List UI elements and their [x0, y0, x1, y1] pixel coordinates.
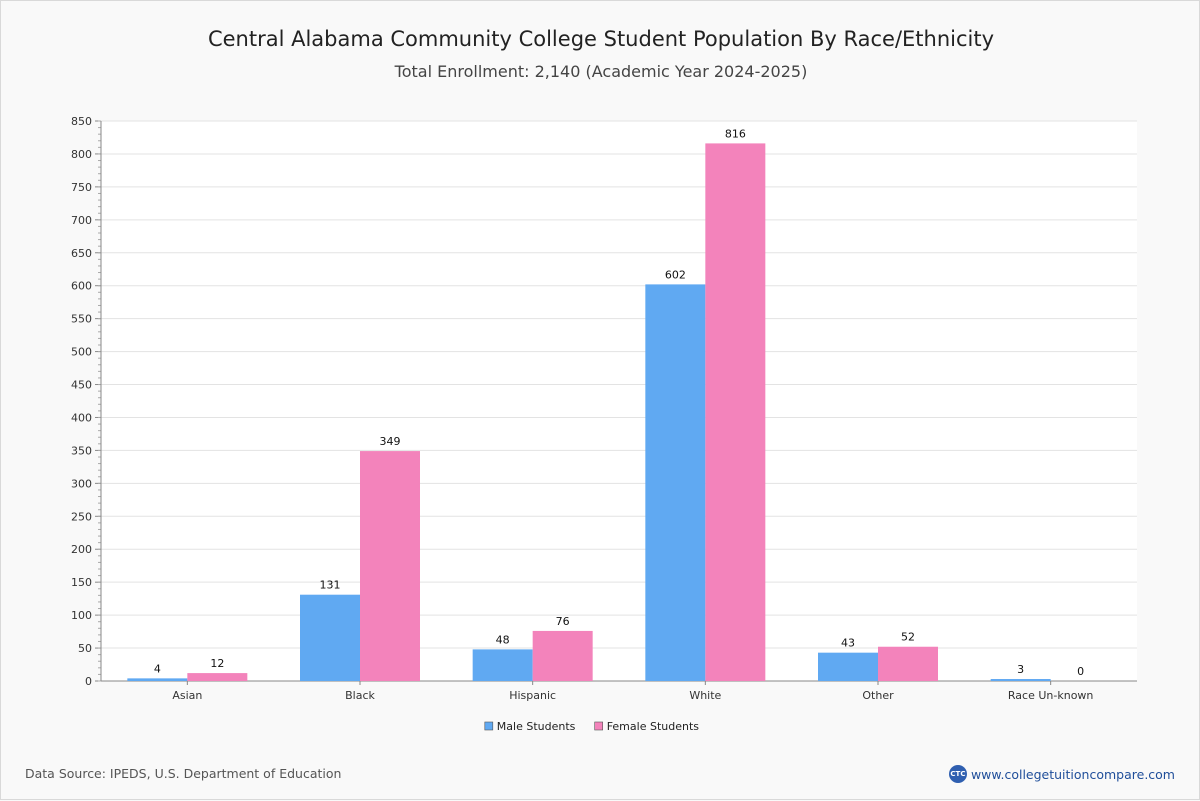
- value-label: 52: [901, 631, 915, 644]
- bar-1-3: [705, 143, 766, 681]
- y-tick-label: 100: [71, 609, 92, 622]
- brand-url: www.collegetuitioncompare.com: [970, 766, 1175, 782]
- value-label: 602: [665, 268, 686, 281]
- x-tick-label: Black: [345, 689, 375, 702]
- value-label: 816: [725, 127, 746, 140]
- x-tick-label: Asian: [172, 689, 202, 702]
- y-tick-label: 50: [78, 642, 92, 655]
- y-tick-label: 650: [71, 247, 92, 260]
- value-label: 3: [1017, 663, 1024, 676]
- data-source: Data Source: IPEDS, U.S. Department of E…: [25, 766, 342, 781]
- y-tick-label: 550: [71, 313, 92, 326]
- y-tick-label: 400: [71, 411, 92, 424]
- bar-0-5: [990, 679, 1051, 681]
- brand-logo-icon: CTC: [948, 765, 967, 783]
- chart-title: Central Alabama Community College Studen…: [207, 27, 995, 51]
- y-tick-label: 150: [71, 576, 92, 589]
- y-tick-label: 350: [71, 444, 92, 457]
- chart-subtitle: Total Enrollment: 2,140 (Academic Year 2…: [394, 62, 808, 81]
- x-tick-label: Race Un-known: [1008, 689, 1094, 702]
- bar-1-0: [187, 673, 248, 681]
- y-tick-label: 200: [71, 543, 92, 556]
- value-label: 12: [210, 657, 224, 670]
- bar-0-1: [300, 594, 360, 681]
- value-label: 131: [320, 579, 341, 592]
- legend-swatch: [594, 721, 604, 731]
- bar-1-4: [878, 646, 938, 681]
- x-tick-label: Hispanic: [509, 689, 556, 702]
- value-label: 43: [841, 637, 855, 650]
- y-tick-label: 0: [85, 675, 92, 688]
- bar-0-4: [818, 652, 878, 681]
- bar-0-0: [127, 678, 188, 681]
- value-label: 76: [556, 615, 570, 628]
- y-tick-label: 800: [71, 148, 92, 161]
- x-tick-label: Other: [862, 689, 894, 702]
- bar-0-3: [645, 284, 706, 681]
- y-tick-label: 750: [71, 181, 92, 194]
- y-tick-label: 300: [71, 477, 92, 490]
- y-tick-label: 850: [71, 115, 92, 128]
- y-tick-label: 250: [71, 510, 92, 523]
- y-tick-label: 600: [71, 280, 92, 293]
- x-tick-label: White: [689, 689, 721, 702]
- value-label: 48: [496, 633, 510, 646]
- legend-swatch: [484, 721, 494, 731]
- y-tick-label: 700: [71, 214, 92, 227]
- value-label: 349: [380, 435, 401, 448]
- value-label: 0: [1077, 665, 1084, 678]
- y-tick-label: 500: [71, 346, 92, 359]
- value-label: 4: [154, 662, 161, 675]
- y-tick-label: 450: [71, 379, 92, 392]
- legend-label: Male Students: [497, 720, 576, 733]
- bar-0-2: [472, 649, 533, 681]
- legend-label: Female Students: [607, 720, 700, 733]
- plot-area: [101, 121, 1137, 681]
- bar-1-1: [360, 451, 420, 681]
- brand-link[interactable]: CTC www.collegetuitioncompare.com: [948, 765, 1175, 783]
- bar-1-2: [532, 630, 593, 681]
